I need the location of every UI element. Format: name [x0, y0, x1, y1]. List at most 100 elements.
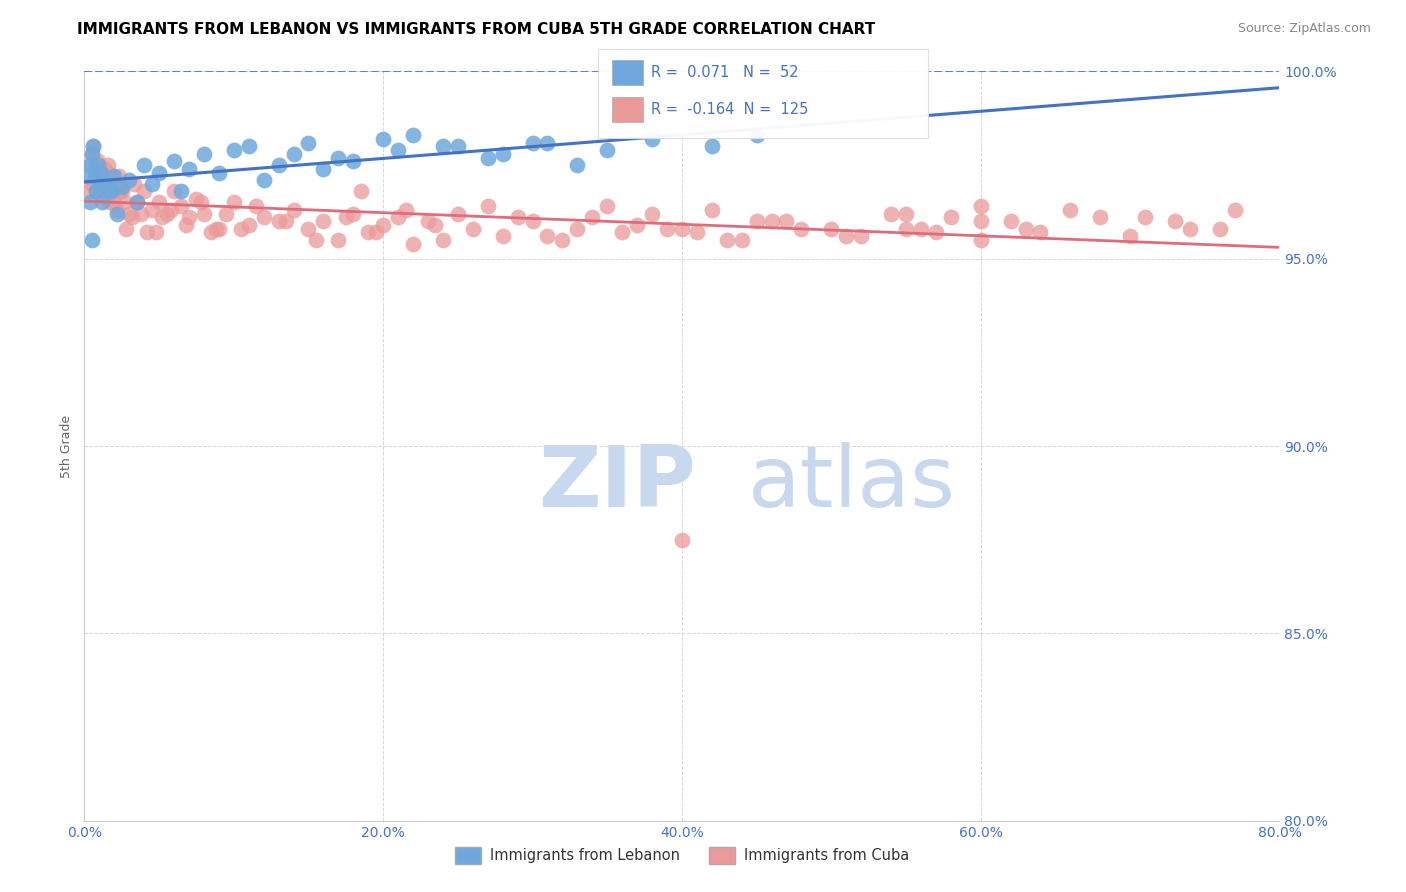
- Point: [107, 169, 129, 184]
- Point: [641, 132, 664, 146]
- Point: [87, 158, 110, 172]
- Point: [100, 184, 122, 198]
- Point: [432, 139, 454, 153]
- Text: R =  0.071   N =  52: R = 0.071 N = 52: [651, 65, 799, 79]
- Point: [402, 128, 425, 142]
- Point: [93, 173, 115, 187]
- Point: [82, 139, 104, 153]
- Point: [222, 195, 245, 210]
- Point: [1133, 211, 1156, 225]
- Point: [238, 218, 260, 232]
- Point: [111, 184, 134, 198]
- Point: [96, 180, 118, 194]
- Point: [90, 165, 112, 179]
- Point: [77, 184, 100, 198]
- Point: [190, 195, 212, 210]
- Point: [80, 233, 103, 247]
- Point: [1164, 214, 1187, 228]
- Point: [125, 195, 148, 210]
- Point: [125, 195, 148, 210]
- Point: [163, 184, 186, 198]
- Point: [432, 233, 454, 247]
- Point: [970, 199, 993, 213]
- Point: [894, 207, 917, 221]
- Point: [387, 211, 409, 225]
- Point: [114, 195, 136, 210]
- Point: [91, 165, 114, 179]
- Point: [328, 233, 350, 247]
- Point: [283, 202, 305, 217]
- Point: [77, 169, 100, 184]
- Point: [155, 207, 177, 221]
- Point: [536, 136, 558, 150]
- Point: [118, 173, 141, 187]
- Point: [1090, 211, 1112, 225]
- Point: [305, 233, 328, 247]
- Point: [82, 139, 104, 153]
- Point: [141, 177, 163, 191]
- Point: [626, 218, 648, 232]
- Point: [200, 226, 222, 240]
- Point: [522, 214, 544, 228]
- Point: [238, 139, 260, 153]
- Point: [208, 221, 231, 235]
- Point: [567, 221, 589, 235]
- Text: R =  -0.164  N =  125: R = -0.164 N = 125: [651, 103, 808, 117]
- Point: [253, 173, 276, 187]
- Point: [1119, 229, 1142, 244]
- Point: [205, 221, 228, 235]
- Point: [83, 158, 105, 172]
- Point: [775, 214, 797, 228]
- Point: [731, 233, 754, 247]
- Point: [820, 221, 842, 235]
- Point: [136, 226, 159, 240]
- Point: [100, 169, 122, 184]
- Point: [925, 226, 948, 240]
- Point: [89, 184, 111, 198]
- Point: [115, 221, 138, 235]
- Point: [447, 207, 470, 221]
- Point: [193, 146, 215, 161]
- Point: [851, 229, 873, 244]
- Point: [506, 211, 529, 225]
- Point: [1178, 221, 1201, 235]
- Point: [1059, 202, 1081, 217]
- Point: [79, 158, 101, 172]
- Point: [939, 211, 962, 225]
- Point: [596, 143, 619, 157]
- Point: [86, 184, 108, 198]
- Point: [1014, 221, 1036, 235]
- Point: [350, 184, 373, 198]
- Point: [641, 207, 664, 221]
- Point: [567, 158, 589, 172]
- Point: [970, 233, 993, 247]
- Point: [160, 202, 183, 217]
- Point: [551, 233, 574, 247]
- Point: [880, 207, 903, 221]
- Point: [80, 146, 103, 161]
- Point: [98, 184, 121, 198]
- Point: [163, 154, 186, 169]
- Point: [231, 221, 253, 235]
- Point: [342, 207, 364, 221]
- Point: [253, 211, 276, 225]
- Point: [1029, 226, 1052, 240]
- Point: [364, 226, 387, 240]
- Point: [357, 226, 380, 240]
- Point: [215, 207, 238, 221]
- Point: [790, 221, 813, 235]
- Point: [612, 226, 634, 240]
- Point: [122, 177, 145, 191]
- Point: [477, 151, 499, 165]
- Text: ZIP: ZIP: [538, 442, 696, 525]
- Point: [671, 533, 693, 547]
- Point: [132, 184, 156, 198]
- Point: [894, 221, 917, 235]
- Point: [342, 154, 364, 169]
- Point: [267, 214, 290, 228]
- Point: [98, 195, 121, 210]
- Point: [416, 214, 439, 228]
- Point: [83, 169, 105, 184]
- Point: [96, 192, 118, 206]
- Point: [222, 143, 245, 157]
